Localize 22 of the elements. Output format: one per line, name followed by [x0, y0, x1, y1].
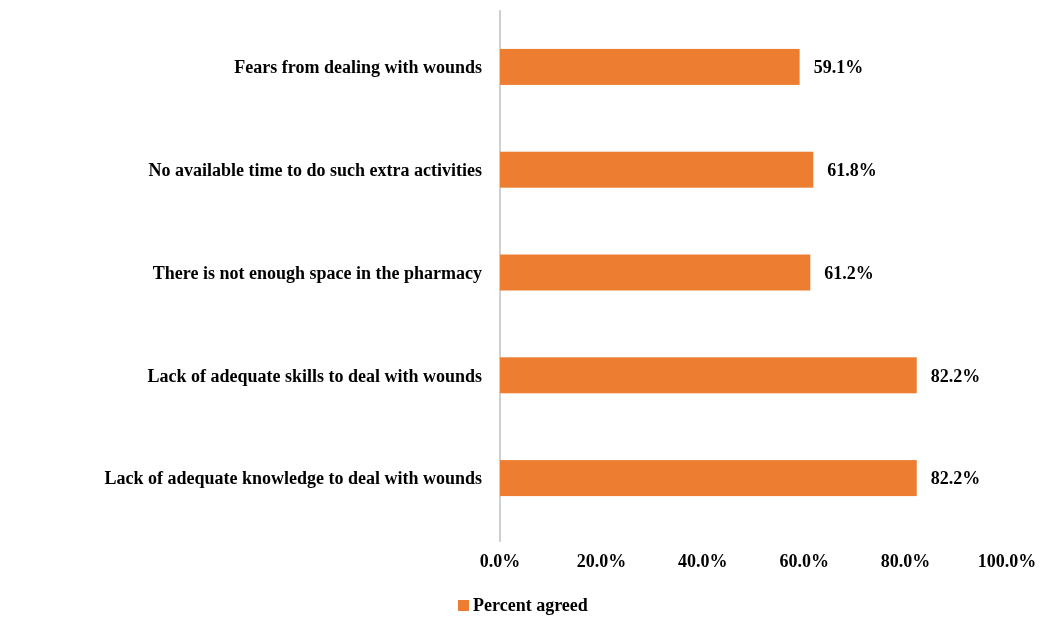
- legend-label: Percent agreed: [473, 595, 588, 615]
- bar: [500, 48, 800, 85]
- data-label: 59.1%: [813, 57, 864, 78]
- data-label: 61.8%: [827, 160, 877, 181]
- y-tick-label: There is not enough space in the pharmacy: [152, 262, 482, 283]
- y-tick-label: Fears from dealing with wounds: [234, 57, 482, 78]
- x-tick-label: 0.0%: [479, 551, 521, 571]
- data-label: 61.2%: [824, 262, 874, 283]
- y-tick-label: No available time to do such extra activities: [148, 160, 482, 181]
- bar: [500, 357, 917, 394]
- x-tick-label: 80.0%: [880, 551, 931, 571]
- x-tick-label: 100.0%: [977, 551, 1037, 571]
- bar: [500, 151, 814, 188]
- data-label: 82.2%: [930, 468, 981, 489]
- data-label: 82.2%: [930, 365, 981, 386]
- x-tick-label: 60.0%: [779, 551, 829, 571]
- y-tick-label: Lack of adequate skills to deal with wounds: [147, 365, 482, 386]
- bar: [500, 254, 811, 291]
- x-tick-label: 20.0%: [576, 551, 627, 571]
- bar: [500, 460, 917, 497]
- x-tick-label: 40.0%: [678, 551, 728, 571]
- y-tick-label: Lack of adequate knowledge to deal with wounds: [104, 468, 482, 489]
